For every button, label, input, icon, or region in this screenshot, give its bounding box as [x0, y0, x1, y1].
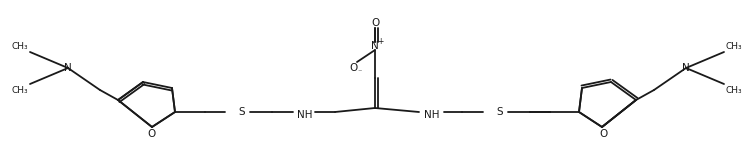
- Text: CH₃: CH₃: [12, 86, 29, 95]
- Text: O: O: [147, 129, 155, 139]
- Text: CH₃: CH₃: [725, 41, 742, 50]
- Text: O: O: [349, 63, 357, 73]
- Text: O: O: [371, 18, 379, 28]
- Text: S: S: [497, 107, 504, 117]
- Text: N: N: [64, 63, 72, 73]
- Text: N: N: [682, 63, 690, 73]
- Text: NH: NH: [425, 110, 440, 120]
- Text: O: O: [599, 129, 607, 139]
- Text: S: S: [239, 107, 245, 117]
- Text: CH₃: CH₃: [12, 41, 29, 50]
- Text: +: +: [377, 37, 383, 45]
- Text: ⁻: ⁻: [358, 67, 362, 77]
- Text: CH₃: CH₃: [725, 86, 742, 95]
- Text: NH: NH: [297, 110, 313, 120]
- Text: N: N: [371, 41, 379, 51]
